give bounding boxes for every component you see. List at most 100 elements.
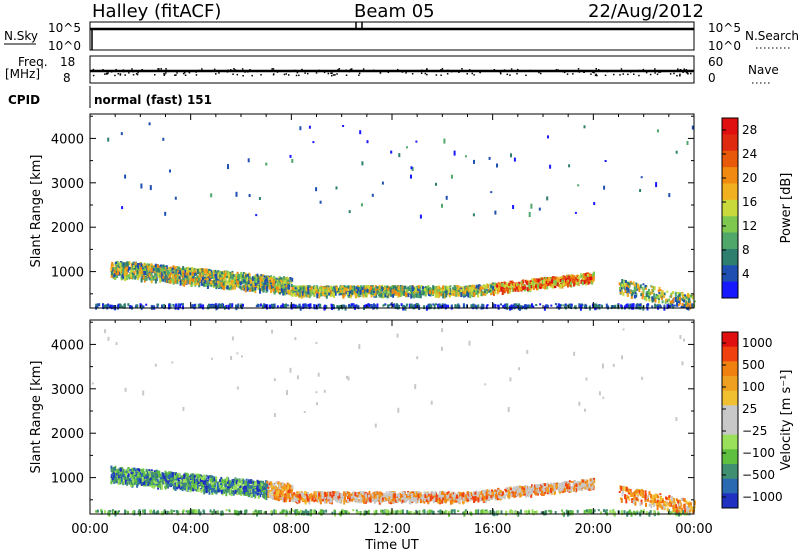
data-cell (546, 196, 549, 201)
data-cell (251, 485, 254, 490)
data-cell (623, 284, 626, 288)
data-cell (191, 276, 193, 279)
data-cell (214, 303, 217, 306)
data-cell (181, 276, 184, 280)
freq-sample (540, 72, 542, 75)
freq-sample (658, 71, 660, 73)
data-cell (464, 289, 466, 295)
data-cell (556, 305, 559, 309)
data-cell (296, 305, 299, 309)
data-cell (276, 281, 279, 287)
data-cell (238, 282, 241, 288)
data-cell (134, 275, 137, 280)
data-cell (127, 474, 129, 480)
data-cell (527, 304, 530, 309)
data-cell (387, 289, 390, 295)
freq-sample (598, 69, 600, 71)
data-cell (186, 266, 189, 269)
data-cell (157, 265, 159, 269)
data-cell (425, 292, 428, 295)
data-cell (457, 303, 459, 308)
data-cell (189, 279, 192, 284)
data-cell (560, 283, 562, 287)
data-cell (361, 161, 364, 166)
data-cell (209, 305, 212, 309)
data-cell (270, 289, 273, 294)
data-cell (404, 290, 406, 294)
data-cell (220, 478, 223, 484)
data-cell (409, 303, 412, 308)
freq-sample (563, 71, 566, 74)
data-cell (518, 303, 521, 306)
freq-sample (503, 69, 506, 71)
data-cell (121, 206, 124, 210)
data-cell (584, 273, 587, 277)
data-cell (548, 284, 551, 287)
data-cell (236, 271, 239, 274)
data-cell (434, 292, 437, 298)
data-cell (269, 282, 272, 285)
data-cell (330, 289, 333, 294)
data-cell (520, 280, 523, 284)
data-cell (501, 282, 504, 286)
data-cell (510, 153, 512, 158)
data-cell (434, 289, 437, 292)
data-cell (342, 304, 345, 309)
data-cell (249, 484, 252, 489)
data-cell (592, 279, 595, 283)
data-cell (452, 293, 455, 296)
data-cell (332, 305, 335, 310)
data-cell (432, 303, 435, 306)
data-cell (554, 276, 557, 280)
data-cell (639, 189, 642, 192)
data-cell (127, 469, 130, 473)
data-cell (473, 284, 476, 288)
data-cell (341, 287, 344, 290)
data-cell (465, 304, 468, 309)
data-cell (442, 293, 445, 299)
data-cell (628, 283, 631, 288)
data-cell (141, 473, 144, 478)
data-cell (219, 277, 222, 281)
data-cell (270, 304, 273, 308)
data-cell (191, 271, 194, 276)
data-cell (642, 293, 645, 297)
data-cell (277, 282, 280, 287)
data-cell (618, 282, 621, 286)
data-cell (453, 291, 456, 297)
data-cell (666, 290, 669, 293)
freq-sample (331, 72, 333, 74)
freq-sample (157, 68, 159, 70)
data-cell (304, 290, 307, 294)
data-cell (677, 292, 680, 294)
freq-sample (97, 70, 100, 72)
data-cell (572, 279, 575, 283)
data-cell (165, 478, 168, 482)
data-cell (445, 292, 448, 298)
data-cell (207, 269, 210, 275)
data-cell (159, 277, 162, 283)
data-cell (345, 285, 348, 288)
data-cell (440, 305, 443, 309)
data-cell (159, 476, 162, 480)
data-cell (471, 287, 474, 292)
data-cell (274, 492, 277, 498)
data-cell (308, 285, 311, 288)
data-cell (432, 286, 435, 291)
data-cell (287, 277, 290, 281)
data-cell (560, 304, 563, 307)
data-cell (478, 284, 480, 290)
data-cell (219, 279, 222, 284)
data-cell (494, 304, 497, 309)
freq-sample (213, 68, 216, 71)
data-cell (306, 287, 308, 292)
data-cell (225, 491, 228, 497)
data-cell (654, 303, 657, 308)
data-cell (217, 270, 220, 275)
freq-sample (590, 73, 592, 75)
data-cell (539, 282, 542, 287)
data-cell (409, 285, 412, 288)
data-cell (651, 298, 654, 303)
data-cell (254, 287, 257, 291)
freq-sample (387, 71, 390, 73)
